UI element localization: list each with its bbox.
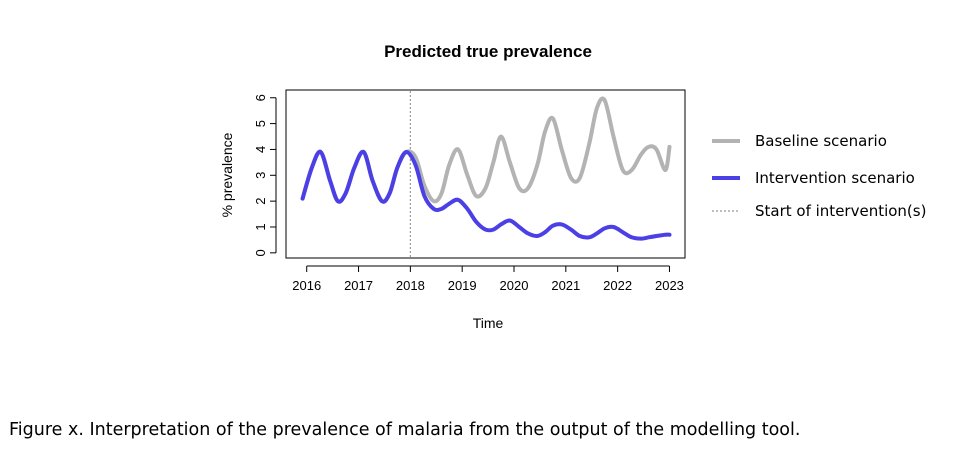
x-tick-label: 2016 [292, 278, 321, 293]
legend: Baseline scenario Intervention scenario … [712, 132, 926, 220]
legend-label-intervention: Intervention scenario [755, 169, 915, 187]
y-tick-label: 4 [253, 146, 268, 153]
y-tick-label: 5 [253, 120, 268, 127]
legend-label-baseline: Baseline scenario [755, 132, 887, 150]
x-tick-label: 2019 [448, 278, 477, 293]
plot-box [285, 89, 686, 259]
legend-label-intervention-start: Start of intervention(s) [755, 202, 926, 220]
x-axis-label: Time [473, 315, 504, 331]
x-tick-label: 2018 [396, 278, 425, 293]
series-line-intervention-scenario [300, 149, 672, 241]
series-layer [300, 96, 672, 241]
x-tick-label: 2023 [655, 278, 684, 293]
y-tick-label: 1 [253, 223, 268, 230]
y-tick-label: 2 [253, 198, 268, 205]
y-tick-label: 0 [253, 249, 268, 256]
y-axis-label: % prevalence [219, 132, 235, 217]
x-tick-label: 2021 [551, 278, 580, 293]
series-line-baseline-scenario [300, 96, 672, 204]
y-tick-label: 3 [253, 172, 268, 179]
figure-caption: Figure x. Interpretation of the prevalen… [9, 420, 801, 440]
x-tick-label: 2017 [344, 278, 373, 293]
x-tick-label: 2022 [603, 278, 632, 293]
chart-title: Predicted true prevalence [384, 42, 592, 61]
y-axis: 0 1 2 3 4 5 6 [253, 94, 277, 256]
x-tick-label: 2020 [500, 278, 529, 293]
y-tick-label: 6 [253, 94, 268, 101]
x-axis: 2016 2017 2018 2019 2020 2021 2022 2023 [292, 265, 684, 293]
